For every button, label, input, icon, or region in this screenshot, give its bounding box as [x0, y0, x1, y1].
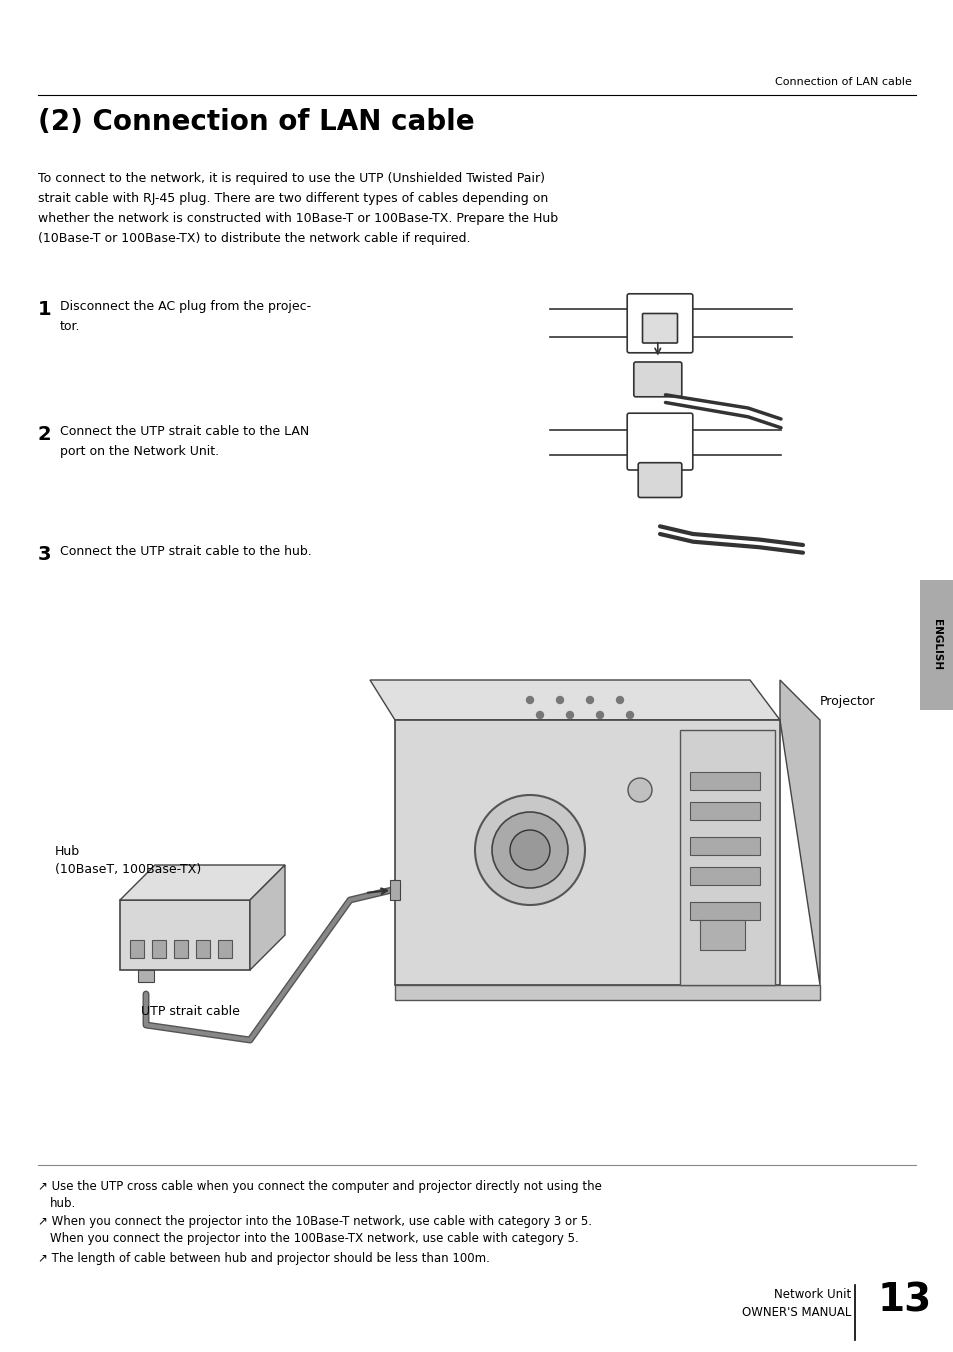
Bar: [120, 900, 250, 969]
Bar: [689, 867, 760, 886]
Polygon shape: [780, 680, 820, 986]
Circle shape: [586, 696, 593, 703]
Text: Hub
(10BaseT, 100Base-TX): Hub (10BaseT, 100Base-TX): [55, 845, 201, 876]
Bar: [700, 919, 744, 950]
Text: Projector: Projector: [820, 695, 875, 708]
Text: Connect the UTP strait cable to the hub.: Connect the UTP strait cable to the hub.: [60, 545, 312, 558]
Text: OWNER'S MANUAL: OWNER'S MANUAL: [740, 1306, 850, 1320]
Circle shape: [475, 795, 584, 904]
Polygon shape: [120, 865, 285, 900]
Bar: [919, 580, 953, 710]
Text: ENGLISH: ENGLISH: [931, 619, 941, 671]
FancyBboxPatch shape: [641, 314, 677, 343]
Bar: [689, 802, 760, 821]
Circle shape: [566, 711, 573, 718]
Circle shape: [596, 711, 603, 718]
Text: 2: 2: [38, 425, 51, 443]
Circle shape: [510, 830, 550, 869]
Text: Disconnect the AC plug from the projec-
tor.: Disconnect the AC plug from the projec- …: [60, 300, 311, 333]
Bar: [130, 940, 144, 959]
Text: 1: 1: [38, 300, 51, 319]
Bar: [679, 730, 774, 986]
FancyBboxPatch shape: [626, 414, 692, 470]
Bar: [395, 721, 780, 986]
Text: To connect to the network, it is required to use the UTP (Unshielded Twisted Pai: To connect to the network, it is require…: [38, 172, 558, 245]
Bar: [218, 940, 232, 959]
FancyBboxPatch shape: [626, 293, 692, 353]
Text: Connect the UTP strait cable to the LAN
port on the Network Unit.: Connect the UTP strait cable to the LAN …: [60, 425, 309, 458]
Text: Connection of LAN cable: Connection of LAN cable: [774, 77, 911, 87]
Circle shape: [556, 696, 563, 703]
Text: ↗ Use the UTP cross cable when you connect the computer and projector directly n: ↗ Use the UTP cross cable when you conne…: [38, 1180, 601, 1192]
Bar: [689, 772, 760, 790]
Text: ↗ When you connect the projector into the 10Base-T network, use cable with categ: ↗ When you connect the projector into th…: [38, 1215, 592, 1228]
Circle shape: [492, 813, 567, 888]
Text: 13: 13: [877, 1282, 931, 1320]
Circle shape: [536, 711, 543, 718]
Text: (2) Connection of LAN cable: (2) Connection of LAN cable: [38, 108, 475, 137]
Polygon shape: [395, 986, 820, 1000]
Circle shape: [626, 711, 633, 718]
Bar: [390, 880, 399, 900]
Polygon shape: [370, 680, 780, 721]
Text: UTP strait cable: UTP strait cable: [140, 1005, 239, 1018]
Bar: [689, 902, 760, 919]
Text: Network Unit: Network Unit: [773, 1288, 850, 1301]
Text: When you connect the projector into the 100Base-TX network, use cable with categ: When you connect the projector into the …: [50, 1232, 578, 1245]
Bar: [195, 940, 210, 959]
Polygon shape: [250, 865, 285, 969]
Text: hub.: hub.: [50, 1197, 76, 1210]
Bar: [173, 940, 188, 959]
Bar: [152, 940, 166, 959]
Text: 3: 3: [38, 545, 51, 564]
Text: ↗ The length of cable between hub and projector should be less than 100m.: ↗ The length of cable between hub and pr…: [38, 1252, 489, 1265]
FancyBboxPatch shape: [638, 462, 681, 498]
Bar: [689, 837, 760, 854]
Circle shape: [616, 696, 623, 703]
FancyBboxPatch shape: [633, 362, 681, 396]
Circle shape: [627, 777, 651, 802]
Circle shape: [526, 696, 533, 703]
Bar: [138, 969, 153, 982]
